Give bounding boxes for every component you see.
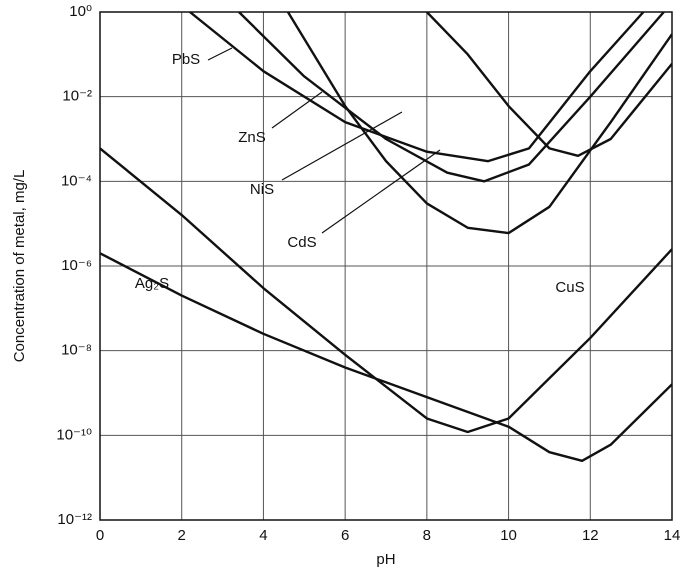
curve-label: Ag₂S (135, 275, 169, 292)
y-tick-label: 10⁻¹⁰ (56, 426, 92, 443)
curve-label: PbS (172, 51, 200, 68)
x-tick-label: 6 (341, 527, 349, 544)
y-tick-label: 10⁻⁸ (61, 342, 92, 359)
x-tick-label: 10 (500, 527, 517, 544)
curve-label: CuS (555, 279, 584, 296)
y-tick-label: 10⁻² (62, 88, 92, 105)
chart: pH Concentration of metal, mg/L 10⁻¹² 10⁻… (0, 0, 682, 570)
y-tick-label: 10⁻⁴ (61, 172, 92, 189)
y-tick-label: 10⁻⁶ (61, 257, 92, 274)
curve-label: CdS (287, 234, 316, 251)
curve-label: ZnS (238, 129, 266, 146)
x-tick-label: 2 (178, 527, 186, 544)
x-tick-label: 8 (423, 527, 431, 544)
x-axis-label: pH (376, 551, 395, 568)
y-tick-label: 10⁻¹² (57, 511, 92, 528)
x-tick-label: 4 (259, 527, 267, 544)
page: {"chart_data": { "type": "line", "x_labe… (0, 0, 682, 570)
x-tick-label: 0 (96, 527, 104, 544)
x-tick-label: 12 (582, 527, 599, 544)
y-tick-label: 10⁰ (69, 3, 92, 20)
x-tick-label: 14 (664, 527, 681, 544)
y-axis-label: Concentration of metal, mg/L (11, 170, 28, 363)
curve-label: NiS (250, 181, 274, 198)
